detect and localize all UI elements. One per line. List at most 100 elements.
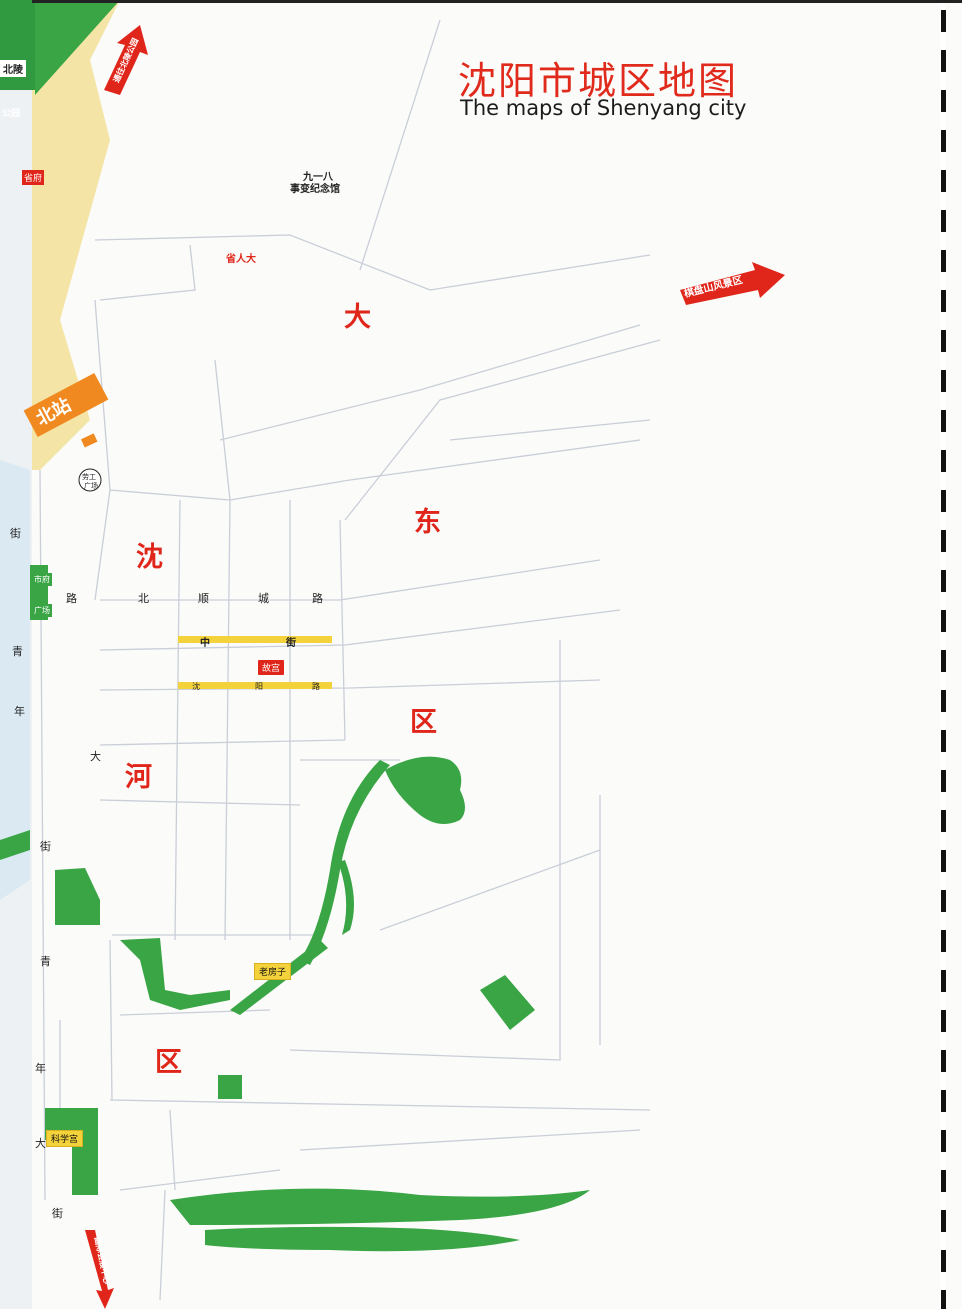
green-block-top: [35, 0, 120, 95]
border-dash: [941, 610, 946, 632]
shenyang-road-lu: 路: [312, 682, 320, 691]
river-park-south2: [205, 1226, 520, 1252]
zhongjie-zhong: 中: [200, 638, 210, 649]
border-dash: [941, 210, 946, 232]
border-dash: [941, 1290, 946, 1309]
road-grid: [39, 19, 661, 1301]
left-road-10: 街: [52, 1207, 63, 1220]
border-dash: [941, 570, 946, 592]
left-road-4: 年: [14, 705, 25, 718]
border-dash: [941, 730, 946, 752]
border-dash: [941, 850, 946, 872]
left-road-8: 年: [35, 1062, 46, 1075]
border-dash: [941, 1130, 946, 1152]
labor-square-circle: [78, 468, 102, 492]
left-road-3: 青: [12, 645, 23, 658]
park-wanquan: [385, 756, 465, 824]
border-dash: [941, 1050, 946, 1072]
border-dash: [941, 370, 946, 392]
border-dash: [941, 930, 946, 952]
river-green-curve: [300, 760, 390, 965]
border-dash: [941, 1170, 946, 1192]
green-strip: [338, 860, 354, 935]
left-road-2: 路: [66, 592, 77, 605]
district-shen: 沈: [136, 542, 163, 573]
green-rect-left: [55, 868, 100, 925]
shenyang-road: [178, 682, 332, 689]
north-arrow-shape: [104, 25, 148, 95]
district-qu-shenhe: 区: [155, 1047, 182, 1078]
guangchang-label: 广场: [32, 604, 52, 617]
gugong-label: 故宫: [258, 660, 285, 675]
border-dash: [941, 1250, 946, 1272]
border-dash: [941, 490, 946, 512]
border-dash: [941, 450, 946, 472]
road-bei: 北: [138, 592, 149, 605]
labor-square-line1: 劳工: [82, 473, 96, 481]
east-arrow-shape: [680, 262, 785, 305]
road-cheng: 城: [258, 592, 269, 605]
district-qu-dadong: 区: [410, 707, 437, 738]
memorial-918-line2: 事变纪念馆: [290, 184, 340, 195]
border-dash: [941, 530, 946, 552]
orange-marker: [80, 433, 98, 448]
border-dash: [941, 1210, 946, 1232]
border-dash: [941, 810, 946, 832]
border-dash: [941, 50, 946, 72]
road-lu: 路: [312, 592, 323, 605]
border-dash: [941, 250, 946, 272]
shengfu-label: 省府: [22, 170, 45, 185]
sand-area: [30, 0, 120, 470]
river-park-south: [170, 1188, 590, 1225]
border-dash: [941, 330, 946, 352]
left-road-7: 青: [40, 955, 51, 968]
memorial-918-line1: 九一八: [303, 172, 333, 183]
map-title-cn: 沈阳市城区地图: [458, 59, 739, 103]
left-road-6: 街: [40, 840, 51, 853]
border-dash: [941, 10, 946, 32]
border-dash: [941, 410, 946, 432]
right-border-dashes: [941, 10, 946, 1309]
left-road-9: 大: [35, 1137, 46, 1150]
border-dash: [941, 90, 946, 112]
border-dash: [941, 650, 946, 672]
district-da: 大: [344, 302, 371, 333]
shenyang-road-shen: 沈: [192, 682, 200, 691]
border-dash: [941, 1010, 946, 1032]
left-road-5: 大: [90, 750, 101, 763]
science-park: [45, 1108, 98, 1195]
border-dash: [941, 290, 946, 312]
beiling-label: 北陵: [0, 60, 26, 77]
green-square: [218, 1075, 242, 1099]
shizhengfu-label: 市府: [32, 573, 52, 586]
left-road-1: 街: [10, 527, 21, 540]
zhongjie-street: [178, 636, 332, 643]
border-dash: [941, 890, 946, 912]
left-blue-band: [0, 460, 30, 900]
district-he: 河: [125, 762, 152, 793]
laofangzi-label: 老房子: [254, 963, 292, 980]
border-dash: [941, 970, 946, 992]
labor-square-line2: 广场: [84, 482, 98, 490]
provincial-congress-label: 省人大: [226, 254, 256, 265]
border-dash: [941, 170, 946, 192]
border-dash: [941, 690, 946, 712]
border-dash: [941, 770, 946, 792]
shenyang-road-yang: 阳: [255, 682, 263, 691]
south-arrow-shape: [85, 1230, 114, 1309]
border-dash: [941, 1090, 946, 1112]
border-dash: [941, 130, 946, 152]
park-label: 公园: [2, 109, 21, 119]
green-bowl: [120, 938, 230, 1010]
left-green-small: [0, 830, 30, 860]
district-dong: 东: [414, 507, 441, 538]
green-diamond: [480, 975, 535, 1030]
science-palace-label: 科学宫: [46, 1130, 84, 1147]
top-border-line: [32, 0, 962, 3]
map-title-en: The maps of Shenyang city: [460, 96, 747, 120]
road-shun: 顺: [198, 592, 209, 605]
north-station-band: [23, 372, 109, 438]
zhongjie-jie: 街: [286, 638, 296, 649]
